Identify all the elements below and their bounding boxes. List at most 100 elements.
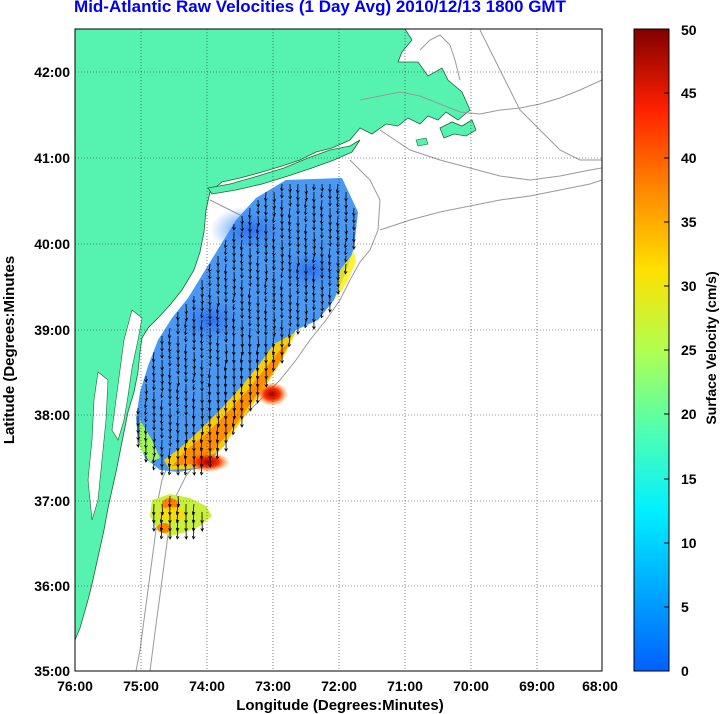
velocity-arrow	[224, 263, 228, 275]
velocity-arrow	[312, 255, 316, 264]
velocity-arrow	[176, 415, 180, 427]
velocity-arrow	[280, 271, 284, 279]
colorbar-tick-label: 25	[681, 342, 697, 358]
velocity-arrow	[320, 223, 324, 232]
velocity-arrow	[216, 311, 220, 321]
velocity-arrow	[328, 279, 332, 287]
velocity-arrow	[336, 215, 340, 227]
map-grid	[75, 29, 602, 671]
velocity-arrow	[344, 215, 348, 223]
velocity-arrow	[160, 464, 164, 476]
velocity-arrow	[216, 359, 220, 368]
velocity-arrow	[184, 351, 188, 362]
velocity-arrow	[240, 415, 244, 428]
velocity-arrow	[287, 335, 292, 348]
x-tick-label: 69:00	[519, 678, 555, 694]
colorbar-tick-label: 40	[681, 150, 697, 166]
x-tick-label: 71:00	[387, 678, 423, 694]
velocity-arrow	[320, 183, 324, 192]
velocity-arrow	[232, 263, 236, 271]
velocity-arrow	[264, 255, 268, 263]
velocity-arrow	[144, 399, 148, 409]
velocity-arrow	[312, 295, 316, 304]
velocity-arrow	[264, 327, 268, 336]
velocity-arrow	[191, 519, 196, 532]
velocity-arrow	[207, 391, 212, 404]
velocity-arrow	[232, 303, 236, 311]
velocity-arrow	[208, 287, 212, 299]
velocity-arrow	[240, 231, 244, 239]
velocity-arrow	[328, 303, 332, 313]
velocity-arrow	[191, 511, 196, 524]
velocity-arrow	[144, 423, 148, 435]
velocity-arrow	[152, 375, 156, 384]
velocity-arrow	[168, 527, 172, 540]
velocity-arrow	[280, 287, 284, 298]
velocity-arrow	[304, 191, 308, 202]
velocity-arrow	[256, 231, 260, 241]
velocity-arrow	[280, 224, 284, 232]
velocity-arrow	[312, 279, 316, 290]
velocity-arrow	[280, 303, 284, 312]
velocity-arrow	[223, 383, 228, 396]
velocity-arrow	[224, 295, 228, 303]
velocity-arrow	[160, 391, 164, 399]
velocity-arrow	[168, 431, 172, 440]
velocity-arrow	[304, 255, 308, 263]
velocity-arrow	[176, 495, 180, 508]
velocity-arrow	[216, 327, 220, 335]
velocity-arrow	[320, 207, 324, 218]
velocity-arrow	[288, 215, 292, 226]
colorbar-label: Surface Velocity (cm/s)	[703, 271, 719, 424]
velocity-arrow	[272, 327, 276, 337]
velocity-arrow	[167, 463, 172, 476]
velocity-arrow	[328, 191, 332, 200]
colorbar-tick-label: 35	[681, 214, 697, 230]
velocity-arrow	[312, 287, 316, 297]
velocity-arrow	[320, 311, 324, 319]
velocity-arrow	[224, 287, 228, 296]
velocity-arrow	[160, 351, 164, 359]
velocity-arrow	[336, 247, 340, 255]
velocity-arrow	[208, 271, 212, 280]
velocity-arrow	[296, 319, 300, 328]
velocity-arrow	[160, 423, 164, 432]
velocity-arrow	[352, 223, 356, 231]
colorbar-tick-label: 20	[681, 406, 697, 422]
velocity-arrow	[344, 263, 348, 275]
colorbar-tick-label: 5	[681, 599, 689, 615]
velocity-arrow	[240, 263, 244, 272]
velocity-arrow	[312, 319, 316, 330]
velocity-arrow	[320, 303, 324, 312]
velocity-arrow	[256, 319, 260, 328]
velocity-arrow	[176, 391, 180, 401]
velocity-arrow	[144, 375, 148, 383]
velocity-arrow	[224, 327, 228, 336]
velocity-arrow	[144, 431, 148, 442]
velocity-arrow	[240, 271, 244, 279]
velocity-arrow	[240, 223, 244, 232]
velocity-arrow	[168, 359, 172, 367]
velocity-arrow	[272, 295, 276, 304]
velocity-arrow	[152, 447, 156, 457]
velocity-arrow	[208, 455, 212, 468]
velocity-arrow	[328, 255, 332, 266]
velocity-arrow	[152, 423, 156, 431]
velocity-arrow	[152, 383, 156, 391]
velocity-arrow	[200, 519, 204, 532]
velocity-arrow	[296, 263, 300, 274]
bay-water	[111, 309, 143, 441]
velocity-arrow	[224, 271, 228, 282]
velocity-arrow	[183, 463, 188, 476]
velocity-arrow	[240, 239, 244, 251]
velocity-arrow	[232, 287, 236, 297]
velocity-arrow	[232, 255, 236, 264]
velocity-arrow	[304, 207, 308, 216]
velocity-arrow	[271, 359, 276, 372]
x-tick-label: 68:00	[582, 678, 618, 694]
velocity-arrow	[255, 367, 260, 380]
velocity-arrow	[336, 183, 340, 194]
velocity-arrow	[344, 255, 348, 263]
velocity-arrow	[184, 327, 188, 336]
velocity-arrow	[256, 247, 260, 255]
